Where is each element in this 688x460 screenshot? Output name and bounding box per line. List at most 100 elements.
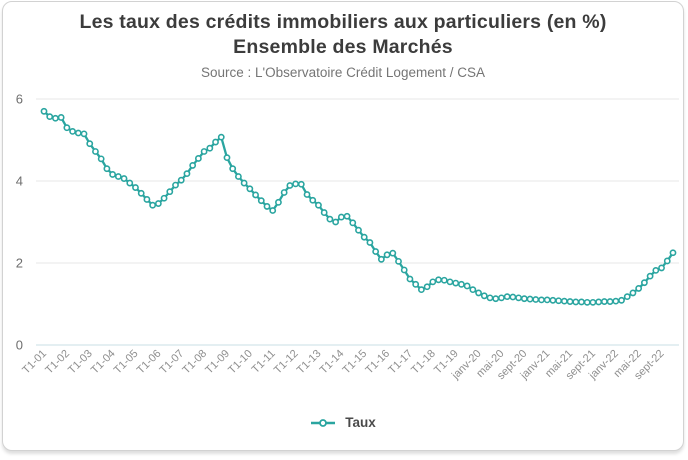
data-point-marker xyxy=(109,171,117,178)
data-point-marker xyxy=(320,209,328,216)
y-tick-label: 6 xyxy=(16,92,23,107)
data-point-marker xyxy=(97,155,105,163)
data-point-marker xyxy=(538,296,545,304)
data-point-marker xyxy=(280,189,288,196)
data-point-marker xyxy=(120,175,128,182)
data-point-marker xyxy=(549,296,557,304)
chart-card: Les taux des crédits immobiliers aux par… xyxy=(2,1,684,451)
data-point-marker xyxy=(475,289,482,297)
data-point-marker xyxy=(366,239,374,246)
series-line-taux xyxy=(42,110,675,304)
data-point-marker xyxy=(223,154,231,162)
data-point-marker xyxy=(217,133,225,141)
data-point-marker xyxy=(618,296,625,304)
data-point-marker xyxy=(343,212,351,220)
data-point-marker xyxy=(74,129,82,137)
y-tick-label: 4 xyxy=(16,174,23,189)
data-point-marker xyxy=(555,297,563,305)
data-point-marker xyxy=(440,276,448,284)
data-point-marker xyxy=(532,296,540,303)
data-point-marker xyxy=(309,196,317,204)
data-point-marker xyxy=(303,191,311,198)
x-tick-label: T1-07 xyxy=(158,348,187,377)
legend-line-marker-icon xyxy=(311,418,336,427)
data-point-marker xyxy=(406,275,414,283)
data-point-marker xyxy=(429,278,437,286)
data-point-marker xyxy=(669,249,677,257)
x-tick-label: T1-09 xyxy=(203,348,232,377)
data-point-marker xyxy=(663,257,671,265)
data-point-marker xyxy=(126,179,134,187)
x-tick-label: T1-04 xyxy=(89,348,118,377)
data-point-marker xyxy=(560,297,568,305)
x-tick-label: T1-14 xyxy=(318,348,347,377)
data-point-marker xyxy=(372,248,380,255)
data-point-marker xyxy=(46,113,54,121)
data-point-marker xyxy=(360,233,368,241)
data-point-marker xyxy=(486,294,494,302)
data-point-marker xyxy=(246,185,254,193)
x-tick-label: T1-01 xyxy=(20,348,49,377)
data-point-marker xyxy=(458,280,465,288)
data-point-marker xyxy=(63,124,71,132)
data-point-marker xyxy=(229,165,237,173)
data-point-marker xyxy=(92,148,99,155)
data-point-marker xyxy=(252,191,259,199)
data-point-marker xyxy=(183,170,191,178)
data-point-marker xyxy=(572,298,580,306)
data-point-marker xyxy=(595,298,603,306)
data-point-marker xyxy=(600,298,608,305)
data-point-marker xyxy=(240,179,248,187)
chart-canvas: 0246T1-01T1-02T1-03T1-04T1-05T1-06T1-07T… xyxy=(16,92,679,382)
data-point-marker xyxy=(326,215,334,223)
data-point-marker xyxy=(57,114,65,121)
x-tick-label: T1-12 xyxy=(272,348,301,377)
x-tick-label: T1-11 xyxy=(250,348,278,376)
data-point-marker xyxy=(160,194,168,202)
data-point-marker xyxy=(269,207,277,214)
data-point-marker xyxy=(417,286,425,294)
x-tick-label: T1-16 xyxy=(363,348,392,377)
x-tick-label: T1-15 xyxy=(341,348,370,377)
data-point-marker xyxy=(446,278,454,286)
legend-label: Taux xyxy=(345,415,376,430)
data-point-marker xyxy=(395,257,402,265)
data-point-marker xyxy=(635,285,643,292)
data-point-marker xyxy=(583,298,591,306)
data-point-marker xyxy=(86,140,94,148)
data-point-marker xyxy=(498,294,505,302)
data-point-marker xyxy=(337,213,345,221)
data-point-marker xyxy=(114,173,122,180)
data-point-marker xyxy=(69,127,76,135)
data-point-marker xyxy=(383,251,391,259)
chart-title-line-2: Ensemble des Marchés xyxy=(233,36,453,58)
data-point-marker xyxy=(297,180,305,188)
data-point-marker xyxy=(263,203,271,210)
data-point-marker xyxy=(235,173,242,180)
data-point-marker xyxy=(435,276,442,284)
data-point-marker xyxy=(200,148,208,155)
data-point-marker xyxy=(355,226,362,234)
data-point-marker xyxy=(509,293,517,301)
data-point-marker xyxy=(292,180,299,188)
y-tick-label: 2 xyxy=(16,256,23,271)
data-point-marker xyxy=(503,293,511,301)
data-point-marker xyxy=(612,297,620,305)
x-tick-label: T1-10 xyxy=(226,348,255,377)
chart-legend: Taux xyxy=(3,415,683,430)
data-point-marker xyxy=(377,255,385,263)
data-point-marker xyxy=(452,279,460,287)
data-point-marker xyxy=(52,114,59,122)
data-point-marker xyxy=(566,298,574,305)
data-point-marker xyxy=(40,107,48,115)
data-point-marker xyxy=(515,294,522,302)
x-tick-label: T1-18 xyxy=(409,348,438,377)
data-point-marker xyxy=(480,292,488,300)
data-point-marker xyxy=(349,219,357,227)
x-tick-label: T1-08 xyxy=(180,348,209,377)
data-point-marker xyxy=(257,197,265,205)
data-point-marker xyxy=(275,198,282,206)
data-point-marker xyxy=(137,189,145,197)
data-point-marker xyxy=(286,182,294,189)
data-point-marker xyxy=(589,298,597,306)
